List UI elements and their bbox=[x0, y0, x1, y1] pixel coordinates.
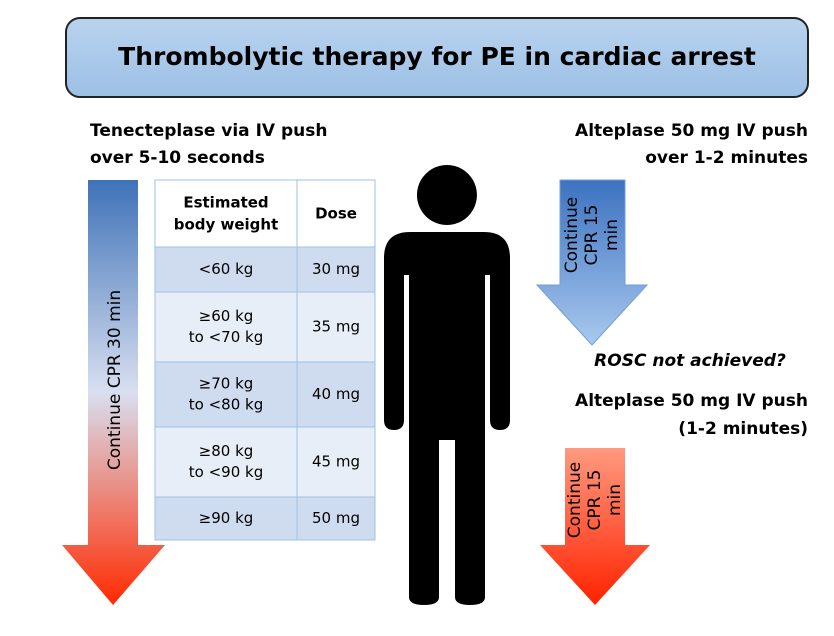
right-heading: over 1-2 minutes bbox=[645, 148, 808, 168]
title: Thrombolytic therapy for PE in cardiac a… bbox=[118, 42, 756, 71]
arrow-label: CPR 15 bbox=[585, 470, 605, 531]
weight-cell: to <70 kg bbox=[189, 328, 263, 346]
arrow-label: CPR 15 bbox=[582, 205, 602, 266]
dose-cell: 40 mg bbox=[312, 385, 360, 403]
arrow-label: min bbox=[602, 219, 622, 251]
arrow-label: min bbox=[605, 484, 625, 516]
table-header-bg bbox=[154, 179, 376, 248]
header-cell: body weight bbox=[174, 216, 279, 234]
weight-cell: to <80 kg bbox=[189, 396, 263, 414]
person-silhouette bbox=[384, 165, 510, 605]
weight-cell: ≥70 kg bbox=[199, 375, 254, 393]
right-heading: Alteplase 50 mg IV push bbox=[575, 121, 808, 141]
row-bg bbox=[154, 426, 376, 498]
dose-cell: 30 mg bbox=[312, 260, 360, 278]
right-arrow-1 bbox=[535, 179, 649, 346]
row-bg bbox=[154, 246, 376, 293]
weight-cell: to <90 kg bbox=[189, 463, 263, 481]
right-heading-2: (1-2 minutes) bbox=[678, 419, 808, 439]
dose-cell: 35 mg bbox=[312, 318, 360, 336]
row-bg bbox=[154, 361, 376, 428]
left-heading: over 5-10 seconds bbox=[90, 148, 265, 168]
left-arrow-label: Continue CPR 30 min bbox=[105, 290, 125, 470]
row-bg bbox=[154, 496, 376, 541]
row-bg bbox=[154, 291, 376, 363]
dose-cell: 45 mg bbox=[312, 453, 360, 471]
weight-cell: ≥90 kg bbox=[199, 509, 254, 527]
arrow-label: Continue bbox=[562, 197, 582, 273]
header-cell: Estimated bbox=[183, 194, 268, 212]
dose-cell: 50 mg bbox=[312, 509, 360, 527]
question: ROSC not achieved? bbox=[594, 351, 786, 371]
header-cell: Dose bbox=[315, 205, 357, 223]
left-arrow bbox=[62, 180, 165, 605]
weight-cell: ≥60 kg bbox=[199, 307, 254, 325]
title-box bbox=[65, 17, 809, 98]
arrow-label: Continue bbox=[565, 462, 585, 538]
right-heading-2: Alteplase 50 mg IV push bbox=[575, 391, 808, 411]
left-heading: Tenecteplase via IV push bbox=[90, 121, 327, 141]
dose-table: Estimated body weight Dose <60 kg 30 mg ≥6… bbox=[154, 179, 376, 541]
weight-cell: ≥80 kg bbox=[199, 442, 254, 460]
weight-cell: <60 kg bbox=[199, 260, 254, 278]
right-arrow-2 bbox=[540, 448, 650, 605]
